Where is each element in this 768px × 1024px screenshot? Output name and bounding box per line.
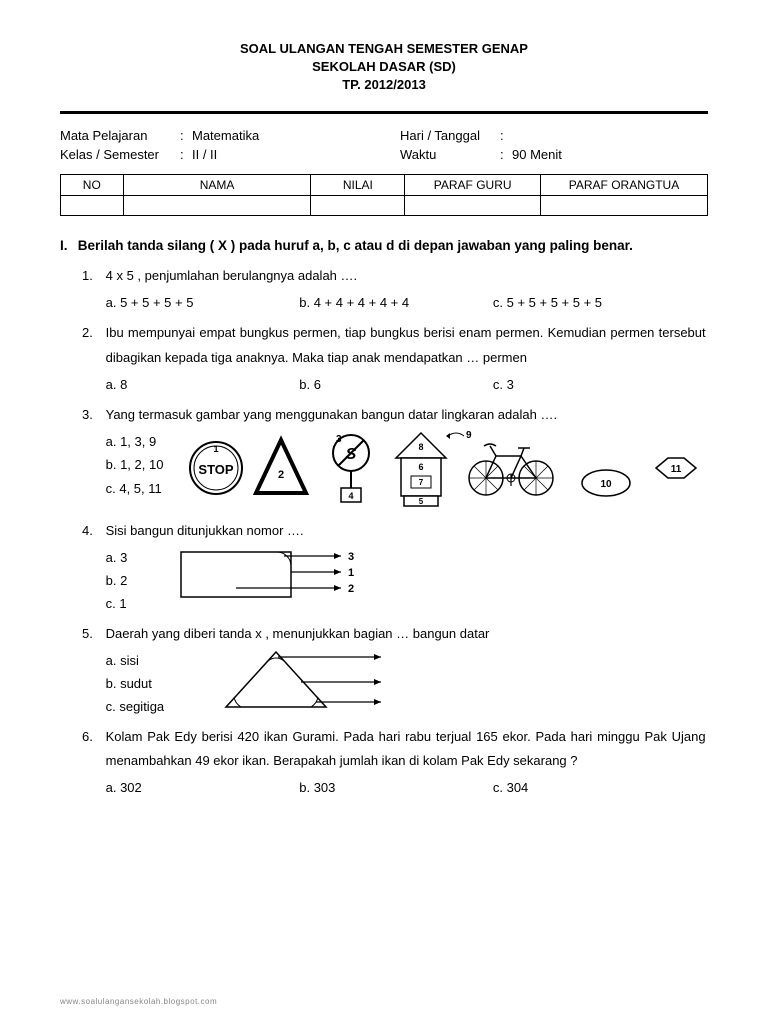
q6-num: 6. — [82, 725, 102, 750]
svg-text:4: 4 — [348, 491, 353, 501]
svg-text:2: 2 — [348, 583, 354, 595]
q6-text: Kolam Pak Edy berisi 420 ikan Gurami. Pa… — [106, 729, 706, 769]
q3-options: a. 1, 3, 9 b. 1, 2, 10 c. 4, 5, 11 — [106, 430, 176, 500]
svg-text:STOP: STOP — [198, 462, 233, 477]
meta-row-1: Mata Pelajaran : Matematika Hari / Tangg… — [60, 128, 708, 143]
q6-options: a. 302 b. 303 c. 304 — [106, 776, 706, 801]
q4-opt-b: b. 2 — [106, 569, 156, 592]
svg-text:1: 1 — [213, 444, 218, 454]
q1-opt-c: c. 5 + 5 + 5 + 5 + 5 — [493, 291, 683, 316]
time-label: Waktu — [400, 147, 500, 162]
date-label: Hari / Tanggal — [400, 128, 500, 143]
svg-text:11: 11 — [670, 464, 681, 475]
q3-figures: STOP 1 2 S 3 4 8 6 — [186, 428, 706, 513]
svg-text:2: 2 — [278, 469, 284, 481]
q5-num: 5. — [82, 622, 102, 647]
colon: : — [180, 147, 192, 162]
footer-url: www.soalulangansekolah.blogspot.com — [60, 997, 217, 1006]
info-table: NO NAMA NILAI PARAF GURU PARAF ORANGTUA — [60, 174, 708, 216]
instruction-text: Berilah tanda silang ( X ) pada huruf a,… — [78, 238, 633, 253]
meta-row-2: Kelas / Semester : II / II Waktu : 90 Me… — [60, 147, 708, 162]
roman-numeral: I. — [60, 234, 74, 258]
question-1: 1. 4 x 5 , penjumlahan berulangnya adala… — [82, 264, 708, 315]
q3-text: Yang termasuk gambar yang menggunakan ba… — [106, 407, 557, 422]
svg-text:1: 1 — [348, 567, 354, 579]
col-no: NO — [61, 174, 124, 195]
q6-opt-c: c. 304 — [493, 776, 683, 801]
svg-text:10: 10 — [600, 479, 612, 490]
q6-opt-b: b. 303 — [299, 776, 489, 801]
q3-opt-c: c. 4, 5, 11 — [106, 477, 176, 500]
q3-opt-a: a. 1, 3, 9 — [106, 430, 176, 453]
q1-opt-a: a. 5 + 5 + 5 + 5 — [106, 291, 296, 316]
header-line1: SOAL ULANGAN TENGAH SEMESTER GENAP — [60, 40, 708, 58]
svg-text:5: 5 — [418, 497, 423, 506]
question-3: 3. Yang termasuk gambar yang menggunakan… — [82, 403, 708, 513]
col-guru: PARAF GURU — [405, 174, 541, 195]
q2-opt-c: c. 3 — [493, 373, 683, 398]
q5-opt-c: c. segitiga — [106, 695, 186, 718]
question-6: 6. Kolam Pak Edy berisi 420 ikan Gurami.… — [82, 725, 708, 801]
q6-opt-a: a. 302 — [106, 776, 296, 801]
col-nama: NAMA — [123, 174, 311, 195]
question-2: 2. Ibu mempunyai empat bungkus permen, t… — [82, 321, 708, 397]
subject-label: Mata Pelajaran — [60, 128, 180, 143]
svg-text:6: 6 — [418, 462, 423, 472]
q4-num: 4. — [82, 519, 102, 544]
q2-opt-a: a. 8 — [106, 373, 296, 398]
q2-text: Ibu mempunyai empat bungkus permen, tiap… — [106, 325, 706, 365]
svg-text:3: 3 — [348, 551, 354, 563]
question-4: 4. Sisi bangun ditunjukkan nomor …. a. 3… — [82, 519, 708, 616]
colon: : — [500, 147, 512, 162]
table-row — [61, 195, 708, 215]
time-value: 90 Menit — [512, 147, 562, 162]
q1-text: 4 x 5 , penjumlahan berulangnya adalah …… — [106, 268, 358, 283]
svg-text:3: 3 — [336, 434, 342, 445]
col-ortu: PARAF ORANGTUA — [541, 174, 708, 195]
document-header: SOAL ULANGAN TENGAH SEMESTER GENAP SEKOL… — [60, 40, 708, 95]
header-line3: TP. 2012/2013 — [60, 76, 708, 94]
section-instruction: I. Berilah tanda silang ( X ) pada huruf… — [60, 234, 708, 258]
triangle-diagram — [216, 647, 436, 717]
q2-num: 2. — [82, 321, 102, 346]
q4-options: a. 3 b. 2 c. 1 — [106, 546, 156, 616]
col-nilai: NILAI — [311, 174, 405, 195]
q1-num: 1. — [82, 264, 102, 289]
class-label: Kelas / Semester — [60, 147, 180, 162]
colon: : — [180, 128, 192, 143]
date-value: : — [500, 128, 504, 143]
header-rule — [60, 111, 708, 114]
subject-value: Matematika — [192, 128, 259, 143]
q5-opt-a: a. sisi — [106, 649, 186, 672]
q3-opt-b: b. 1, 2, 10 — [106, 453, 176, 476]
q5-text: Daerah yang diberi tanda x , menunjukkan… — [106, 626, 490, 641]
q2-options: a. 8 b. 6 c. 3 — [106, 373, 706, 398]
shapes-diagram: STOP 1 2 S 3 4 8 6 — [186, 428, 706, 513]
q1-opt-b: b. 4 + 4 + 4 + 4 + 4 — [299, 291, 489, 316]
q4-opt-a: a. 3 — [106, 546, 156, 569]
question-5: 5. Daerah yang diberi tanda x , menunjuk… — [82, 622, 708, 719]
q4-text: Sisi bangun ditunjukkan nomor …. — [106, 523, 304, 538]
q3-num: 3. — [82, 403, 102, 428]
class-value: II / II — [192, 147, 217, 162]
svg-text:9: 9 — [466, 430, 472, 441]
q2-opt-b: b. 6 — [299, 373, 489, 398]
svg-text:8: 8 — [418, 442, 423, 452]
q5-options: a. sisi b. sudut c. segitiga — [106, 649, 186, 719]
q4-opt-c: c. 1 — [106, 592, 156, 615]
header-line2: SEKOLAH DASAR (SD) — [60, 58, 708, 76]
q5-opt-b: b. sudut — [106, 672, 186, 695]
q1-options: a. 5 + 5 + 5 + 5 b. 4 + 4 + 4 + 4 + 4 c.… — [106, 291, 706, 316]
rectangle-diagram: 3 1 2 — [176, 544, 396, 609]
svg-text:7: 7 — [418, 478, 423, 487]
